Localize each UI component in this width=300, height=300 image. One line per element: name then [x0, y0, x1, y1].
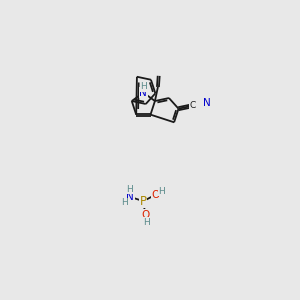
Text: C: C [189, 101, 196, 110]
Text: N: N [140, 88, 147, 98]
Text: O: O [152, 190, 160, 200]
Text: N: N [126, 192, 134, 202]
Text: H: H [140, 82, 147, 91]
Text: H: H [143, 218, 150, 226]
Text: N: N [203, 98, 211, 108]
Text: H: H [159, 187, 165, 196]
Text: P: P [140, 195, 147, 208]
Text: H: H [126, 185, 133, 194]
Text: O: O [141, 210, 149, 220]
Text: H: H [122, 198, 128, 207]
